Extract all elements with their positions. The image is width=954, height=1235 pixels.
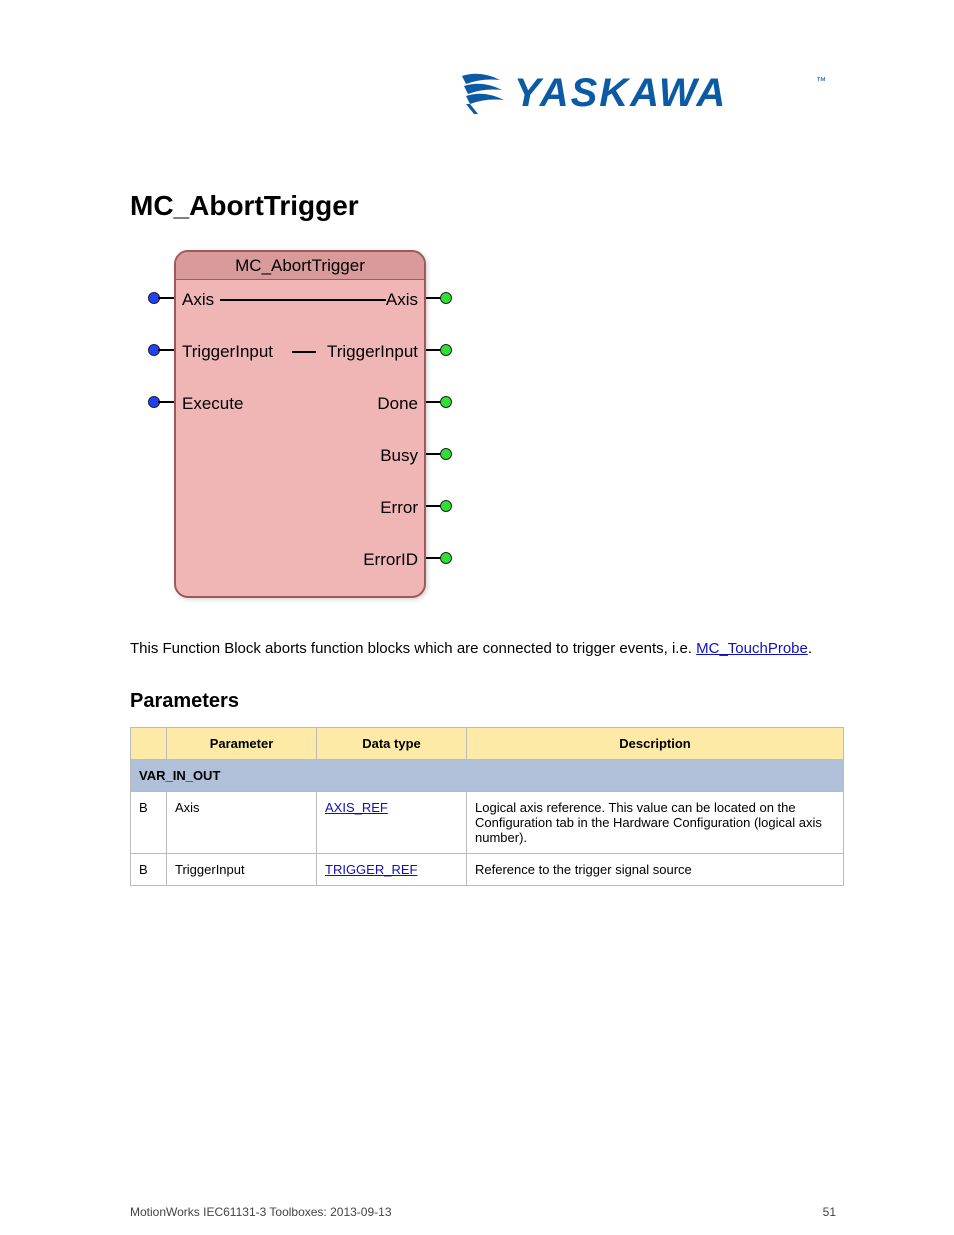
passthrough-line bbox=[220, 299, 386, 301]
body-text-2: . bbox=[808, 640, 812, 657]
cell-type: AXIS_REF bbox=[317, 791, 467, 853]
output-dot bbox=[440, 396, 452, 408]
touchprobe-link[interactable]: MC_TouchProbe bbox=[696, 640, 808, 657]
parameters-heading: Parameters bbox=[130, 690, 844, 713]
footer-page-number: 51 bbox=[823, 1205, 836, 1219]
table-section-row: VAR_IN_OUT bbox=[131, 759, 844, 791]
description-paragraph: This Function Block aborts function bloc… bbox=[130, 638, 844, 660]
parameters-table: Parameter Data type Description VAR_IN_O… bbox=[130, 727, 844, 886]
output-dot bbox=[440, 500, 452, 512]
function-block-box: MC_AbortTrigger Axis Axis TriggerInput T… bbox=[174, 250, 426, 598]
output-dot bbox=[440, 552, 452, 564]
section-label: VAR_IN_OUT bbox=[131, 759, 844, 791]
output-dot bbox=[440, 292, 452, 304]
cell-param: Axis bbox=[167, 791, 317, 853]
function-block-diagram: MC_AbortTrigger Axis Axis TriggerInput T… bbox=[148, 250, 448, 602]
fb-input-label: Execute bbox=[182, 394, 243, 414]
cell-flag: B bbox=[131, 853, 167, 885]
table-row: B Axis AXIS_REF Logical axis reference. … bbox=[131, 791, 844, 853]
cell-type: TRIGGER_REF bbox=[317, 853, 467, 885]
type-link[interactable]: AXIS_REF bbox=[325, 800, 388, 815]
table-header: Data type bbox=[317, 727, 467, 759]
fb-output-label: Busy bbox=[380, 446, 418, 466]
fb-output-label: ErrorID bbox=[363, 550, 418, 570]
fb-output-label: Done bbox=[377, 394, 418, 414]
passthrough-line bbox=[292, 351, 316, 353]
fb-output-label: Axis bbox=[386, 290, 418, 310]
fb-input-label: Axis bbox=[182, 290, 214, 310]
table-header-row: Parameter Data type Description bbox=[131, 727, 844, 759]
cell-desc: Reference to the trigger signal source bbox=[467, 853, 844, 885]
svg-text:™: ™ bbox=[816, 76, 826, 87]
cell-desc: Logical axis reference. This value can b… bbox=[467, 791, 844, 853]
output-dot bbox=[440, 344, 452, 356]
cell-flag: B bbox=[131, 791, 167, 853]
type-link[interactable]: TRIGGER_REF bbox=[325, 862, 417, 877]
page-title: MC_AbortTrigger bbox=[130, 190, 844, 222]
output-dot bbox=[440, 448, 452, 460]
body-text-1: This Function Block aborts function bloc… bbox=[130, 640, 696, 657]
cell-param: TriggerInput bbox=[167, 853, 317, 885]
table-header: Description bbox=[467, 727, 844, 759]
fb-output-label: TriggerInput bbox=[327, 342, 418, 362]
logo-text: YASKAWA bbox=[514, 72, 727, 114]
footer-left: MotionWorks IEC61131-3 Toolboxes: 2013-0… bbox=[130, 1205, 392, 1219]
table-row: B TriggerInput TRIGGER_REF Reference to … bbox=[131, 853, 844, 885]
fb-output-label: Error bbox=[380, 498, 418, 518]
table-header: Parameter bbox=[167, 727, 317, 759]
brand-logo: YASKAWA ™ bbox=[460, 72, 836, 114]
fb-input-label: TriggerInput bbox=[182, 342, 273, 362]
table-header bbox=[131, 727, 167, 759]
function-block-title: MC_AbortTrigger bbox=[176, 252, 424, 280]
